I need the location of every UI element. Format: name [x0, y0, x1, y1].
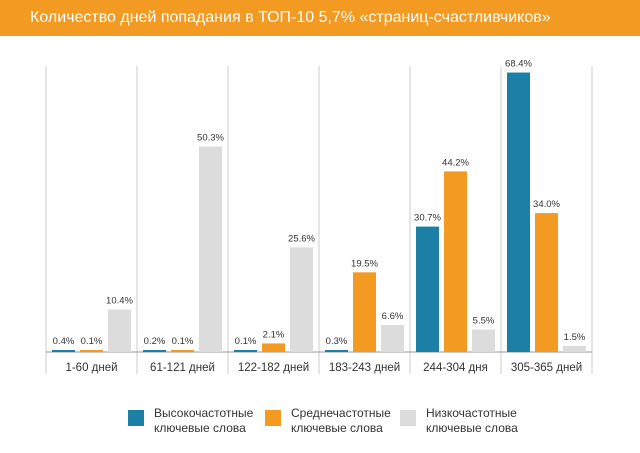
- bar-high: [416, 226, 439, 352]
- x-tick-label: 183-243 дней: [329, 362, 400, 374]
- bar-mid: [80, 350, 103, 352]
- bar-high: [325, 350, 348, 352]
- legend: Высокочастотные ключевые слова Среднечас…: [0, 400, 640, 444]
- bar-high: [507, 72, 530, 352]
- data-label-low: 6.6%: [382, 311, 404, 322]
- x-tick-label: 244-304 дня: [423, 362, 488, 374]
- bar-low: [108, 309, 131, 352]
- data-label-high: 0.1%: [235, 336, 257, 347]
- data-label-low: 25.6%: [288, 233, 315, 244]
- legend-label-low: Низкочастотные ключевые слова: [426, 406, 518, 435]
- x-tick-label: 122-182 дней: [238, 362, 309, 374]
- data-label-mid: 44.2%: [442, 157, 469, 168]
- data-label-mid: 19.5%: [351, 258, 378, 269]
- bar-mid: [535, 213, 558, 352]
- data-label-mid: 0.1%: [81, 336, 103, 347]
- data-label-low: 50.3%: [197, 132, 224, 143]
- bar-high: [234, 350, 257, 352]
- bar-high: [143, 350, 166, 352]
- bar-low: [381, 325, 404, 352]
- chart-title: Количество дней попадания в ТОП-10 5,7% …: [0, 0, 640, 36]
- data-label-low: 1.5%: [564, 332, 586, 343]
- bar-mid: [262, 343, 285, 352]
- bar-low: [290, 247, 313, 352]
- legend-swatch-high: [128, 410, 144, 426]
- bar-high: [52, 350, 75, 352]
- x-tick-label: 61-121 дней: [150, 362, 215, 374]
- bar-low: [472, 329, 495, 352]
- bar-mid: [444, 171, 467, 352]
- data-label-mid: 34.0%: [533, 199, 560, 210]
- legend-label-high: Высокочастотные ключевые слова: [154, 406, 254, 435]
- data-label-high: 30.7%: [414, 213, 441, 224]
- legend-swatch-mid: [265, 410, 281, 426]
- data-label-high: 68.4%: [505, 59, 532, 70]
- legend-label-mid: Среднечастотные ключевые слова: [291, 406, 391, 435]
- data-label-mid: 0.1%: [172, 336, 194, 347]
- data-label-mid: 2.1%: [263, 329, 285, 340]
- legend-swatch-low: [400, 410, 416, 426]
- data-label-high: 0.2%: [144, 336, 166, 347]
- bar-mid: [353, 272, 376, 352]
- bar-low: [199, 146, 222, 352]
- data-label-high: 0.3%: [326, 336, 348, 347]
- x-tick-label: 1-60 дней: [65, 362, 117, 374]
- x-tick-label: 305-365 дней: [511, 362, 582, 374]
- bar-low: [563, 345, 586, 352]
- bar-mid: [171, 350, 194, 352]
- data-label-high: 0.4%: [53, 336, 75, 347]
- data-label-low: 10.4%: [106, 296, 133, 307]
- data-label-low: 5.5%: [473, 316, 495, 327]
